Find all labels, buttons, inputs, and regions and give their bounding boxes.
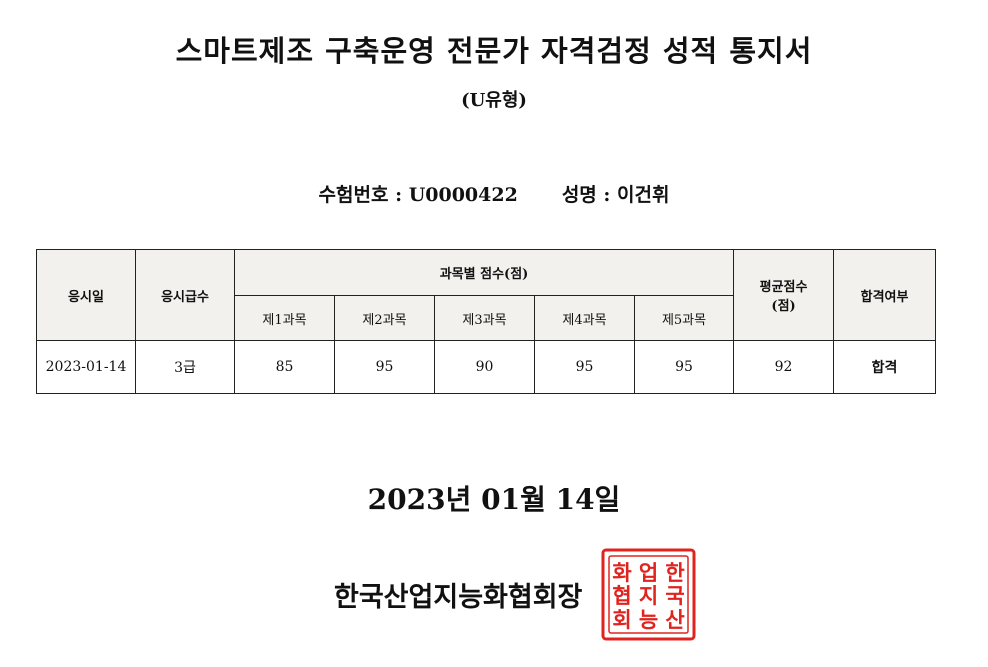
seal-glyph: 회	[612, 608, 631, 632]
header-subject-1: 제1과목	[234, 295, 335, 341]
header-average-unit: (점)	[771, 299, 796, 314]
header-subject-2: 제2과목	[334, 295, 435, 341]
header-subject-5: 제5과목	[633, 295, 735, 341]
seal-glyph: 국	[665, 584, 684, 608]
seal-glyph: 지	[639, 584, 658, 608]
header-average-label: 평균점수	[759, 280, 808, 295]
issue-date: 2023년 01월 14일	[367, 483, 621, 516]
cell-result: 합격	[833, 340, 937, 394]
cell-score-3: 90	[434, 340, 535, 394]
seal-glyph: 업	[639, 561, 658, 585]
seal-glyph: 산	[665, 608, 684, 632]
score-table: 응시일 응시급수 과목별 점수(점) 평균점수 (점) 합격여부 제1과목 제2…	[36, 249, 937, 394]
document-subtitle: (U유형)	[461, 90, 527, 111]
seal-glyph: 화	[612, 561, 632, 585]
table-row: 2023-01-14 3급 85 95 90 95 95 92 합격	[36, 340, 937, 394]
examinee-name: 성명 : 이건휘	[561, 184, 670, 206]
header-grade: 응시급수	[135, 249, 235, 341]
header-subject-4: 제4과목	[534, 295, 635, 341]
cell-exam-date: 2023-01-14	[36, 340, 136, 394]
document-title: 스마트제조 구축운영 전문가 자격검정 성적 통지서	[175, 34, 813, 68]
header-subject-scores: 과목별 점수(점)	[233, 249, 735, 296]
header-average: 평균점수 (점)	[733, 249, 835, 341]
header-exam-date: 응시일	[36, 249, 136, 341]
seal-glyph: 협	[612, 584, 631, 608]
seal-glyph: 한	[665, 561, 684, 585]
official-seal-icon: 한국산업지능화협회	[601, 548, 696, 641]
cell-score-4: 95	[534, 340, 635, 394]
cell-score-5: 95	[633, 340, 735, 394]
exam-number: 수험번호 : U0000422	[318, 184, 518, 206]
seal-glyph: 능	[639, 608, 658, 632]
cell-score-2: 95	[334, 340, 435, 394]
examinee-info: 수험번호 : U0000422 성명 : 이건휘	[0, 180, 988, 207]
cell-grade: 3급	[135, 340, 235, 394]
cell-score-1: 85	[234, 340, 335, 394]
header-result: 합격여부	[833, 249, 937, 341]
issuer-name: 한국산업지능화협회장	[334, 582, 583, 613]
cell-average: 92	[733, 340, 835, 394]
header-subject-3: 제3과목	[434, 295, 535, 341]
